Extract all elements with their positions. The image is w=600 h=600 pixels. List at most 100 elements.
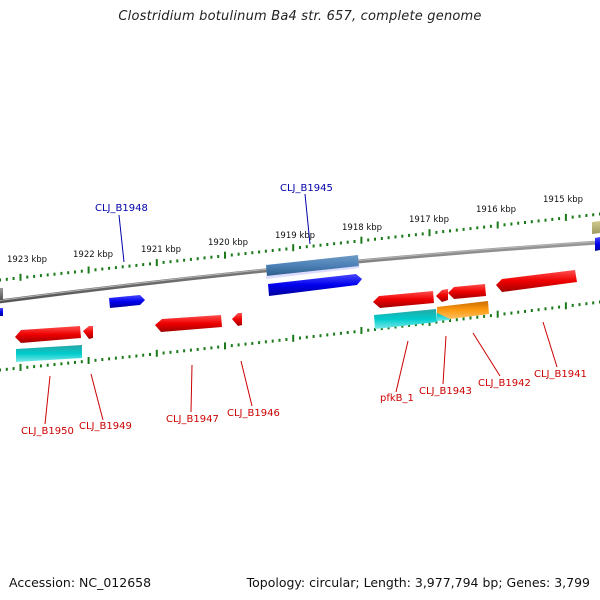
gene-arrow-forward[interactable] (0, 308, 3, 316)
gene-arrow-reverse[interactable] (83, 326, 93, 339)
scale-labels: 1923 kbp 1922 kbp 1921 kbp 1920 kbp 1919… (7, 195, 583, 265)
minor-tick (26, 365, 29, 369)
minor-tick (12, 277, 15, 280)
major-tick (360, 236, 363, 244)
minor-tick (237, 252, 240, 256)
minor-tick (401, 234, 404, 238)
gene-arrow-reverse[interactable] (232, 313, 242, 326)
minor-tick (578, 303, 581, 307)
minor-tick (435, 320, 438, 324)
major-tick (564, 213, 567, 221)
scale-label: 1923 kbp (7, 255, 47, 265)
gene-label[interactable]: CLJ_B1946 (227, 408, 280, 419)
gene-arrow-reverse[interactable] (436, 289, 448, 302)
minor-tick (33, 274, 36, 278)
minor-tick (462, 317, 465, 321)
minor-tick (305, 245, 308, 249)
minor-tick (0, 368, 1, 372)
minor-tick (387, 236, 390, 240)
minor-tick (469, 227, 472, 231)
minor-tick (5, 367, 8, 371)
minor-tick (80, 360, 83, 364)
minor-tick (571, 215, 574, 219)
minor-tick (67, 271, 70, 275)
minor-tick (585, 302, 588, 306)
minor-tick (435, 230, 438, 234)
minor-tick (74, 270, 76, 274)
minor-tick (401, 324, 404, 328)
gene-arrow-forward[interactable] (595, 237, 600, 251)
gene-label[interactable]: CLJ_B1947 (166, 414, 219, 425)
gene-arrow-reverse[interactable] (437, 301, 489, 319)
minor-tick (312, 335, 315, 338)
gene-label[interactable]: pfkB_1 (380, 393, 414, 404)
minor-tick (60, 362, 63, 366)
minor-tick (455, 318, 458, 322)
minor-tick (114, 356, 117, 360)
major-tick (155, 259, 158, 267)
minor-tick (367, 328, 370, 332)
major-tick (224, 342, 226, 350)
minor-tick (60, 271, 63, 275)
minor-tick (346, 240, 349, 244)
gene-arrow-reverse[interactable] (16, 345, 82, 362)
gene-arrow-forward[interactable] (0, 288, 3, 300)
gene-arrow-reverse[interactable] (496, 270, 577, 292)
minor-tick (530, 220, 533, 224)
minor-tick (39, 274, 42, 278)
gene-arrow-reverse[interactable] (448, 284, 486, 299)
scale-label: 1917 kbp (409, 215, 449, 225)
minor-tick (108, 266, 111, 270)
minor-tick (176, 259, 179, 263)
gene-label[interactable]: CLJ_B1950 (21, 426, 74, 437)
minor-tick (203, 347, 206, 351)
forward-genes (0, 221, 600, 316)
minor-tick (414, 323, 417, 327)
minor-tick (483, 314, 486, 318)
gene-arrow-forward[interactable] (268, 274, 362, 296)
gene-arrow-reverse[interactable] (373, 291, 434, 308)
gene-label[interactable]: CLJ_B1943 (419, 386, 472, 397)
minor-tick (592, 213, 595, 217)
minor-tick (114, 266, 117, 270)
minor-tick (94, 268, 97, 272)
minor-tick (183, 258, 186, 262)
minor-tick (244, 252, 247, 255)
map-title: Clostridium botulinum Ba4 str. 657, comp… (118, 9, 482, 24)
minor-tick (237, 343, 240, 347)
minor-tick (503, 312, 506, 316)
minor-tick (278, 338, 281, 342)
minor-tick (230, 344, 233, 348)
minor-tick (578, 214, 581, 218)
minor-tick (374, 237, 376, 241)
gene-arrow-forward[interactable] (109, 295, 145, 308)
scale-label: 1915 kbp (543, 195, 583, 205)
minor-tick (346, 331, 349, 334)
minor-tick (196, 347, 199, 351)
gene-arrow-reverse[interactable] (15, 326, 81, 343)
gene-arrow-reverse[interactable] (155, 315, 222, 332)
major-tick (564, 302, 567, 310)
forward-tick-track (0, 212, 600, 282)
minor-tick (217, 255, 220, 258)
gene-label[interactable]: CLJ_B1949 (79, 421, 132, 432)
minor-tick (162, 260, 165, 264)
minor-tick (217, 345, 220, 349)
gene-label[interactable]: CLJ_B1942 (478, 378, 531, 389)
label-leaders (44, 193, 558, 425)
gene-arrow-forward[interactable] (592, 221, 600, 234)
minor-tick (333, 242, 336, 246)
gene-arrow-forward[interactable] (266, 255, 359, 277)
gene-label[interactable]: CLJ_B1941 (534, 369, 587, 380)
minor-tick (530, 309, 533, 312)
minor-tick (128, 355, 131, 359)
gene-label[interactable]: CLJ_B1948 (95, 203, 148, 214)
gene-arrow-reverse[interactable] (374, 309, 437, 329)
gene-labels: CLJ_B1948 CLJ_B1945 CLJ_B1950 CLJ_B1949 … (21, 183, 587, 437)
minor-tick (299, 246, 301, 249)
minor-tick (489, 224, 492, 228)
minor-tick (517, 221, 520, 225)
gene-label[interactable]: CLJ_B1945 (280, 183, 333, 194)
minor-tick (312, 244, 315, 248)
reverse-genes (15, 270, 577, 362)
